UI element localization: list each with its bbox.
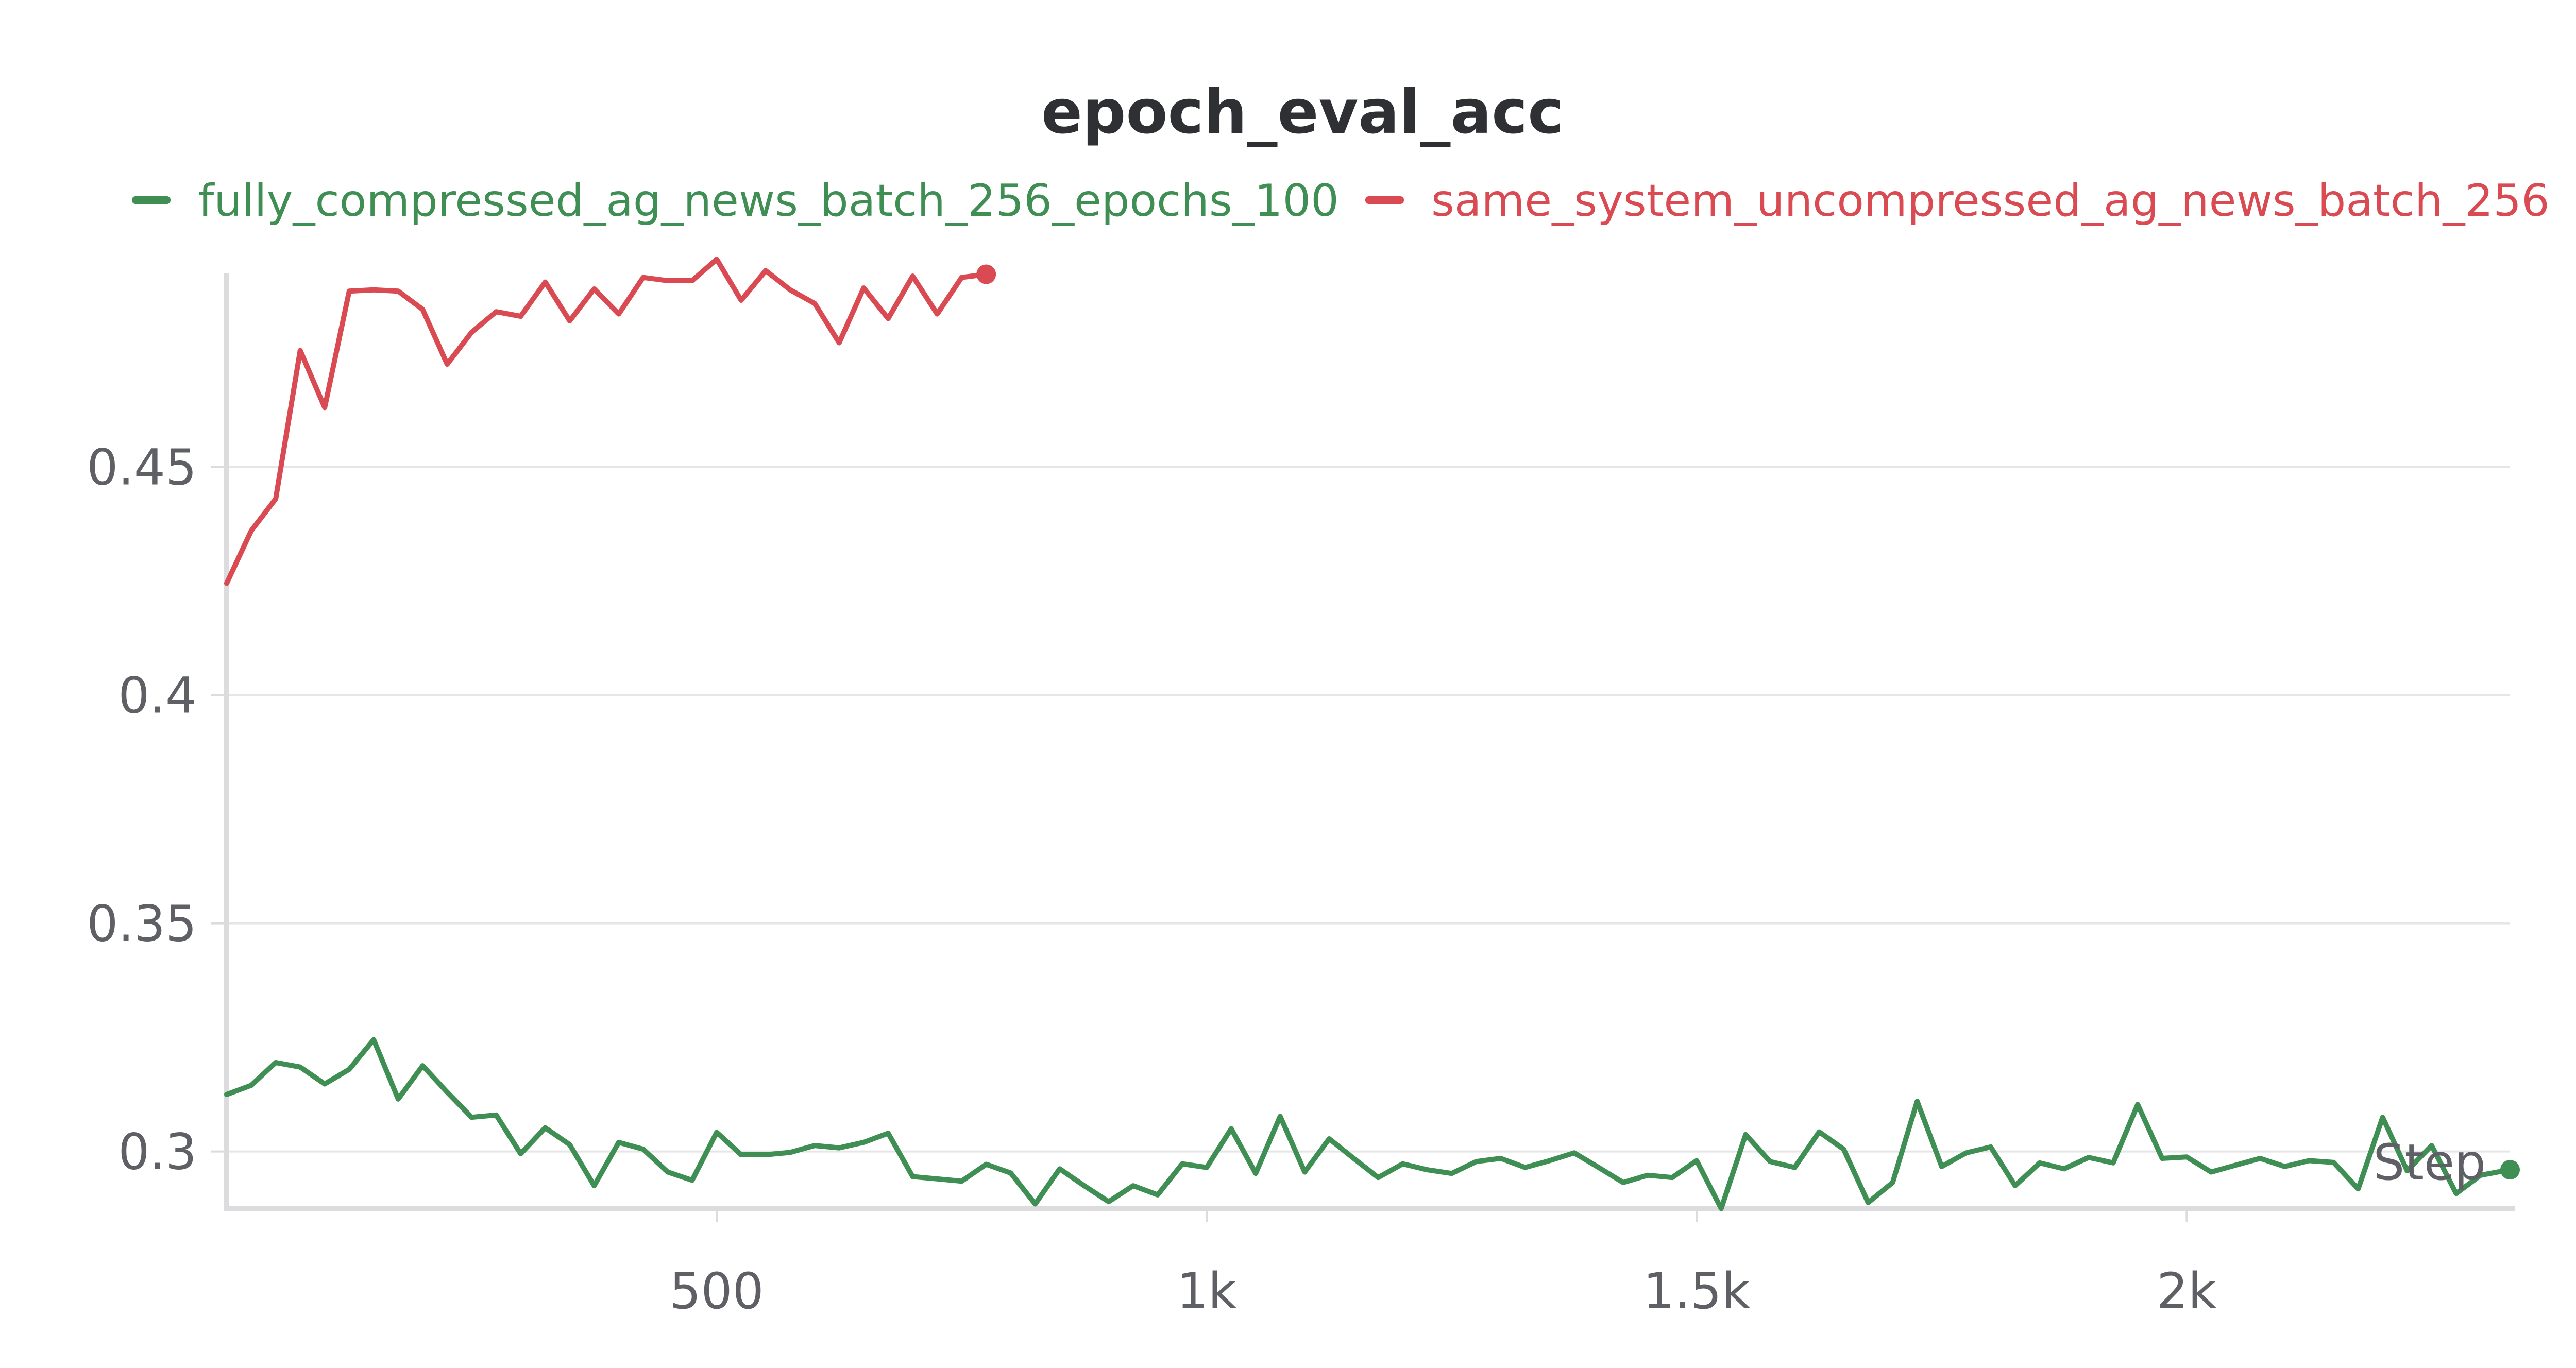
series-end-point [976, 264, 996, 284]
x-axis-label: Step [2373, 1134, 2486, 1191]
legend: fully_compressed_ag_news_batch_256_epoch… [132, 175, 2550, 227]
x-tick-label: 500 [669, 1262, 764, 1320]
x-tick-label: 1k [1177, 1262, 1237, 1320]
x-tick-label: 2k [2157, 1262, 2217, 1320]
legend-label-same-system-uncompressed: same_system_uncompressed_ag_news_batch_2… [1431, 175, 2550, 227]
legend-item-same-system-uncompressed[interactable]: same_system_uncompressed_ag_news_batch_2… [1365, 175, 2550, 227]
chart-title: epoch_eval_acc [1041, 76, 1564, 147]
gridlines [227, 466, 2510, 1153]
series-line-same-system-uncompressed [224, 256, 989, 586]
legend-swatch-red [1365, 196, 1404, 204]
legend-item-fully-compressed[interactable]: fully_compressed_ag_news_batch_256_epoch… [132, 175, 1339, 227]
y-tick-label: 0.45 [87, 438, 197, 496]
y-tick-label: 0.4 [118, 667, 197, 725]
legend-swatch-green [132, 196, 171, 204]
y-tick-label: 0.35 [87, 895, 197, 953]
y-tick-label: 0.3 [118, 1123, 197, 1181]
series-lines [224, 256, 2520, 1211]
legend-label-fully-compressed: fully_compressed_ag_news_batch_256_epoch… [198, 175, 1339, 227]
series-line-fully-compressed [224, 1037, 2513, 1211]
axes: 0.3 0.35 0.4 0.45 500 1k 1.5k 2k [87, 273, 2515, 1320]
series-end-point [2500, 1160, 2520, 1180]
x-tick-label: 1.5k [1643, 1262, 1751, 1320]
